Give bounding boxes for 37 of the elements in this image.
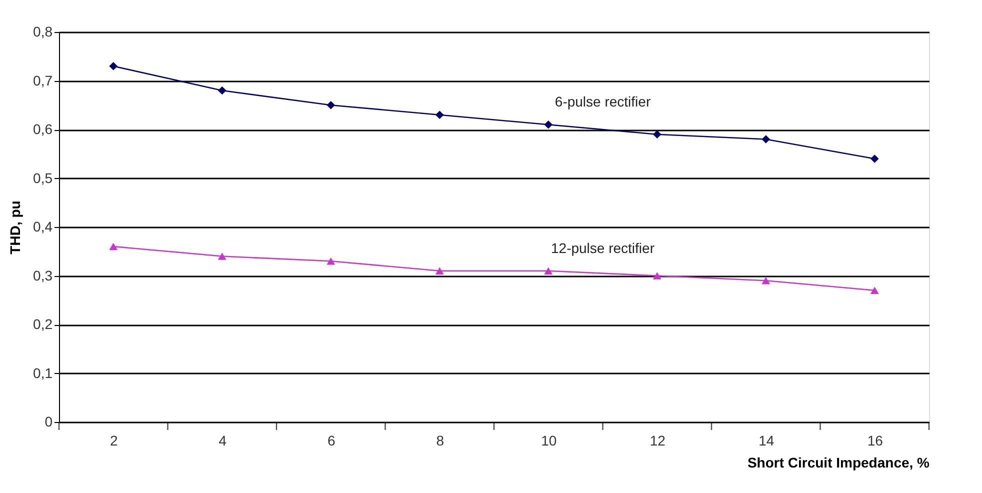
y-tick-label: 0,6 xyxy=(33,121,53,137)
point xyxy=(652,130,662,139)
point xyxy=(326,100,336,110)
point xyxy=(762,277,770,284)
point xyxy=(435,110,444,120)
y-tick-label: 0 xyxy=(44,414,53,430)
point xyxy=(109,62,118,70)
x-tick-label: 14 xyxy=(758,432,774,448)
y-tick-label: 0,2 xyxy=(33,316,53,332)
x-axis-title: Short Circuit Impedance, % xyxy=(747,454,930,470)
y-tick-label: 0,8 xyxy=(33,24,53,40)
y-tick-label: 0,3 xyxy=(33,267,53,284)
point xyxy=(435,267,444,274)
x-tick-label: 16 xyxy=(867,432,884,448)
x-tick-label: 12 xyxy=(650,432,666,448)
series-label: 12-pulse rectifier xyxy=(551,240,655,256)
point xyxy=(109,242,118,250)
point xyxy=(544,267,553,274)
point xyxy=(218,252,226,260)
point xyxy=(544,120,553,129)
y-tick-label: 0,1 xyxy=(33,364,53,381)
point xyxy=(652,272,662,280)
x-tick-label: 8 xyxy=(436,432,444,448)
point xyxy=(218,86,226,95)
point xyxy=(326,258,336,265)
y-tick-label: 0,5 xyxy=(33,170,53,186)
x-tick-label: 4 xyxy=(218,432,227,448)
x-tick-label: 2 xyxy=(110,432,118,448)
y-axis-title: THD, pu xyxy=(7,200,24,254)
y-tick-label: 0,7 xyxy=(33,72,53,88)
point xyxy=(762,135,770,144)
y-tick-label: 0,4 xyxy=(33,218,53,234)
x-tick-label: 10 xyxy=(541,432,557,448)
point xyxy=(870,154,879,163)
point xyxy=(870,286,879,294)
x-tick-label: 6 xyxy=(327,432,336,448)
series-label: 6-pulse rectifier xyxy=(554,94,651,110)
